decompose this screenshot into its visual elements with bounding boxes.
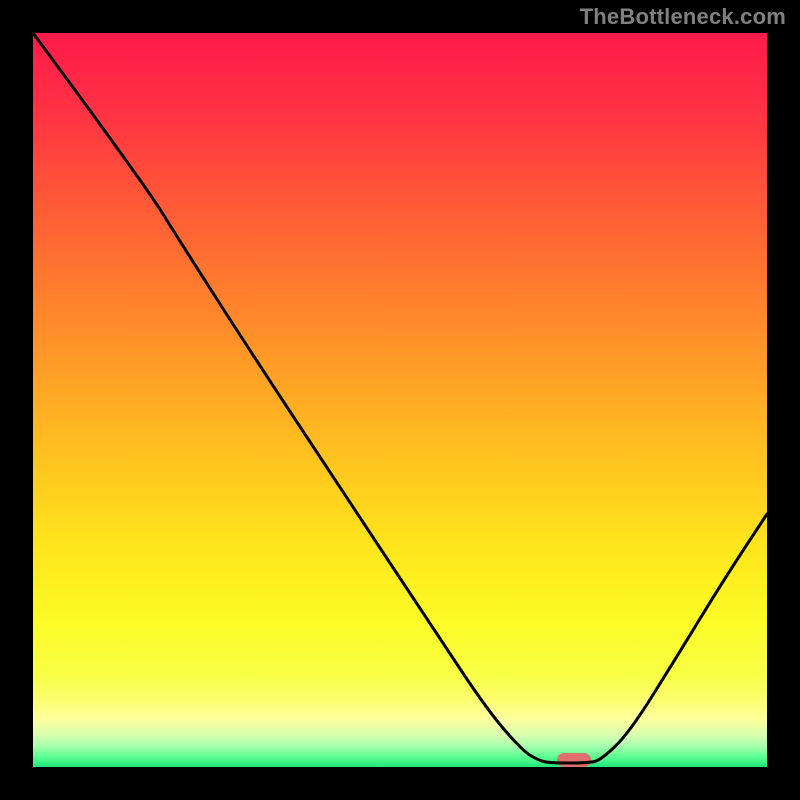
chart-container: TheBottleneck.com	[0, 0, 800, 800]
bottleneck-curve	[33, 33, 767, 767]
watermark-text: TheBottleneck.com	[580, 4, 786, 30]
plot-area	[33, 33, 767, 767]
